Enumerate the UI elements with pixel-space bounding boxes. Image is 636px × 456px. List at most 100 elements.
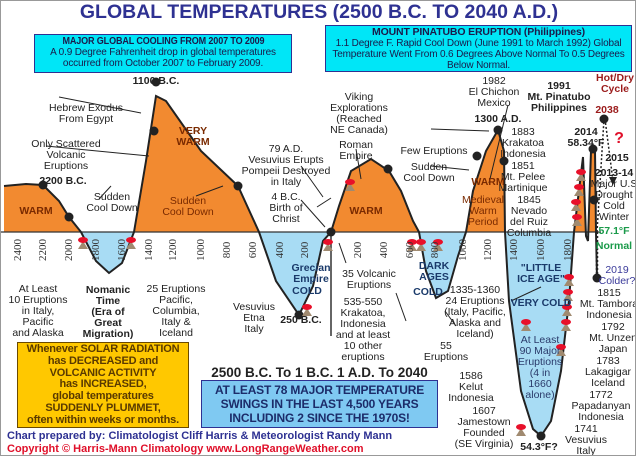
- cooling-text: A 0.9 Degree Fahrenheit drop in global t…: [50, 47, 276, 69]
- chart-annotation: 25 Eruptions Pacific, Columbia, Italy & …: [146, 283, 206, 339]
- volcano-icon: [433, 243, 443, 251]
- volcano-icon: [574, 188, 584, 196]
- eruption-plume-icon: [562, 304, 572, 310]
- chart-annotation: Sudden Cool Down: [403, 161, 455, 184]
- volcano-icon: [561, 323, 571, 331]
- chart-annotation: 2014 58.34°F: [567, 126, 605, 149]
- volcano-icon: [302, 308, 312, 316]
- pointer-arrow: [355, 148, 362, 180]
- chart-annotation: 1772 Papadanyan Indonesia: [571, 389, 631, 423]
- x-tick-bc: 2200: [37, 239, 49, 261]
- pinatubo-info-box: MOUNT PINATUBO ERUPTION (Philippines) 1.…: [325, 25, 632, 72]
- eruption-plume-icon: [78, 237, 88, 243]
- chart-annotation: Hot/Dry Cycle: [596, 72, 634, 95]
- eruption-plume-icon: [345, 179, 355, 185]
- chart-annotation: At Least 90 Major Eruptions (4 in 1660 a…: [517, 334, 563, 401]
- volcano-icon: [126, 241, 136, 249]
- chart-annotation: 1783 Lakagigar Iceland: [584, 355, 632, 389]
- event-dot: [383, 164, 393, 174]
- copyright-link[interactable]: Copyright © Harris-Mann Climatology www.…: [7, 443, 364, 455]
- page-title: GLOBAL TEMPERATURES (2500 B.C. TO 2040 A…: [79, 1, 559, 23]
- chart-annotation: 1741 Vesuvius Italy: [564, 423, 608, 456]
- volcano-icon: [563, 293, 573, 301]
- chart-annotation: 1991 Mt. Pinatubo Philippines: [527, 80, 591, 114]
- chart-annotation: WARM: [471, 176, 505, 188]
- chart-annotation: 2019 Colder?: [598, 264, 636, 287]
- event-dot: [499, 156, 509, 166]
- pointer-arrow: [45, 145, 150, 157]
- eruption-plume-icon: [416, 239, 426, 245]
- x-tick-bc: 800: [221, 241, 233, 259]
- volcano-icon: [521, 323, 531, 331]
- chart-annotation: 1883 Krakatoa Indonesia: [500, 126, 546, 160]
- chart-annotation: 1815 Mt. Tambora Indonesia: [579, 287, 636, 321]
- period-span-label: 2500 B.C. To 1 B.C. 1 A.D. To 2040: [211, 365, 428, 380]
- chart-annotation: Sudden Cool Down: [162, 195, 214, 218]
- chart-annotation: WARM: [349, 205, 383, 217]
- chart-annotation: "LITTLE ICE AGE": [517, 262, 565, 285]
- eruption-plume-icon: [571, 199, 581, 205]
- pointer-arrow: [98, 185, 112, 200]
- forecast-arrowhead: [609, 177, 617, 185]
- chart-annotation: Roman Empire: [339, 139, 373, 162]
- cooling-heading: MAJOR GLOBAL COOLING FROM 2007 TO 2009: [61, 35, 264, 47]
- volcano-icon: [407, 243, 417, 251]
- chart-annotation: COLD: [413, 286, 443, 298]
- chart-annotation: 79 A.D. Vesuvius Erupts Pompeii Destroye…: [241, 143, 331, 188]
- event-dot: [599, 114, 609, 124]
- x-tick-ad: 800: [429, 241, 441, 259]
- x-tick-ad: 1800: [562, 239, 574, 261]
- eruption-plume-icon: [521, 319, 531, 325]
- eruption-plume-icon: [407, 239, 417, 245]
- x-tick-ad: 200: [352, 241, 364, 259]
- event-dot: [588, 144, 598, 154]
- chart-annotation: ?: [614, 130, 624, 147]
- chart-annotation: 1335-1360 24 Eruptions (Italy, Pacific, …: [444, 284, 506, 340]
- chart-annotation: 1586 Kelut Indonesia: [448, 370, 494, 404]
- chart-annotation: 1851 Mt. Pelee Martinique: [498, 160, 548, 194]
- volcano-icon: [571, 203, 581, 211]
- x-tick-bc: 1000: [195, 239, 207, 261]
- chart-annotation: 1607 Jamestown Founded (SE Virginia): [454, 405, 514, 450]
- chart-annotation: Few Eruptions: [400, 145, 468, 157]
- pointer-arrow: [510, 286, 542, 302]
- temperature-swings-box: AT LEAST 78 MAJOR TEMPERATURE SWINGS IN …: [201, 380, 438, 428]
- event-dot: [149, 126, 159, 136]
- eruption-plume-icon: [572, 214, 582, 220]
- volcano-icon: [562, 308, 572, 316]
- x-tick-bc: 600: [247, 241, 259, 259]
- pointer-arrow: [395, 292, 407, 322]
- event-dot: [233, 181, 243, 191]
- chart-annotation: COLD: [292, 285, 322, 297]
- eruption-plume-icon: [126, 237, 136, 243]
- event-dot: [536, 431, 546, 441]
- eruption-plume-icon: [516, 424, 526, 430]
- volcano-icon: [78, 241, 88, 249]
- chart-annotation: 4 B.C. Birth of Christ: [269, 191, 303, 225]
- volcano-icon: [564, 278, 574, 286]
- chart-annotation: 2015: [605, 152, 629, 164]
- x-tick-bc: 2400: [12, 239, 24, 261]
- chart-annotation: Normal: [595, 240, 633, 252]
- event-dot: [493, 125, 503, 135]
- event-dot: [38, 180, 48, 190]
- volcano-icon: [416, 243, 426, 251]
- event-dot: [592, 273, 602, 283]
- chart-annotation: 57.1°F: [598, 225, 630, 237]
- chart-annotation: 535-550 Krakatoa, Indonesia and at least…: [335, 296, 391, 363]
- x-tick-bc: 2000: [63, 239, 75, 261]
- volcano-icon: [516, 428, 526, 436]
- eruption-plume-icon: [574, 184, 584, 190]
- pointer-arrow: [444, 310, 457, 327]
- chart-annotation: Nomanic Time (Era of Great Migration): [82, 284, 134, 340]
- chart-annotation: Major U.S Drought Cold Winter: [590, 178, 636, 223]
- event-dot: [326, 227, 336, 237]
- chart-annotation: WARM: [19, 205, 53, 217]
- event-dot: [294, 310, 304, 320]
- pointer-arrow: [338, 242, 347, 264]
- eruption-plume-icon: [561, 319, 571, 325]
- chart-annotation: 2200 B.C.: [39, 175, 87, 187]
- volcano-icon: [576, 173, 586, 181]
- volcano-icon: [345, 183, 355, 191]
- event-dot: [64, 212, 74, 222]
